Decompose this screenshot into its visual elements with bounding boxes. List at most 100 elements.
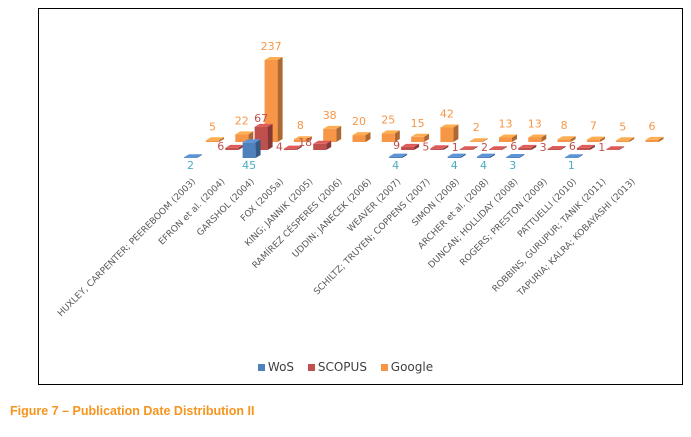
bar-wos [506,156,520,158]
legend-item-scopus: SCOPUS [307,360,367,374]
bar-side-scopus [443,145,449,150]
legend-item-google: Google [380,360,433,374]
bar-scopus [576,147,590,150]
bar-side-scopus [560,145,566,150]
data-label: 8 [297,119,304,132]
legend-swatch-google [380,364,388,371]
bar-side-google [453,124,459,142]
bar-google [586,139,600,142]
bar-scopus [606,149,620,150]
data-label: 4 [392,159,399,172]
bar-top-google [557,136,576,140]
data-label: 1 [568,159,575,172]
bar-side-google [336,125,342,142]
bar-google [293,139,307,142]
bar-side-wos [490,153,495,158]
bar-side-google [658,136,664,142]
data-label: 13 [499,118,513,131]
bar-google [645,139,659,142]
data-label: 2 [187,159,194,172]
bar-google [235,134,249,142]
bar-side-google [570,136,576,142]
bar-top-wos [564,154,583,158]
bar-top-scopus [225,144,244,148]
data-label: 45 [242,159,256,172]
bar-side-google [365,132,371,142]
bar-side-wos [402,153,408,158]
bar-side-google [629,137,635,142]
bar-side-google [248,131,254,142]
bar-google [411,136,425,142]
data-label: 2 [473,121,480,134]
category-label: HUXLEY, CARPENTER; PEEREBOOM (2003) [56,177,198,319]
bar-top-google [381,130,400,134]
data-label: 1 [598,141,605,154]
legend-label: SCOPUS [317,360,367,374]
bar-side-google [599,136,605,142]
bar-google [616,140,630,142]
bar-side-scopus [414,143,420,150]
bar-scopus [459,149,473,150]
bar-top-scopus [547,145,566,149]
bar-side-scopus [531,144,537,150]
data-label: 6 [569,140,576,153]
legend-swatch-wos [257,364,265,371]
bar-side-scopus [589,144,595,150]
bar-side-scopus [238,144,244,150]
bar-top-wos [389,153,408,157]
bar-side-scopus [267,123,273,150]
bar-top-google [645,136,664,140]
bar-side-google [482,138,488,142]
bar-top-google [411,133,430,137]
bar-top-google [235,131,254,135]
data-label: 3 [540,141,547,154]
bar-top-scopus [283,145,302,149]
data-label: 13 [528,118,542,131]
bar-side-google [219,137,224,142]
data-label: 5 [422,140,429,153]
data-label: 237 [261,40,282,53]
bar-top-scopus [430,145,449,149]
bar-google [499,137,512,142]
bar-top-scopus [313,140,332,144]
data-label: 15 [411,117,425,130]
bar-top-google [616,137,635,141]
data-label: 5 [619,120,626,133]
data-label: 25 [381,113,395,126]
bar-top-google [206,137,224,141]
data-label: 18 [298,136,312,149]
data-label: 2 [481,141,488,154]
legend: WoS SCOPUS Google [0,360,691,374]
data-label: 6 [217,140,224,153]
bar-top-wos [477,153,495,157]
data-label: 20 [352,115,366,128]
bar-top-google [586,136,605,140]
legend-swatch-scopus [307,364,315,371]
legend-label: WoS [267,360,295,374]
bar-side-scopus [619,146,625,150]
bar-scopus [547,148,561,150]
bar-side-wos [577,154,583,158]
bar-google [381,133,395,142]
bar-scopus [430,148,444,150]
data-label: 6 [510,140,517,153]
bar-side-wos [460,153,466,158]
bar-side-google [394,130,400,142]
bar-top-wos [242,139,261,143]
data-label: 9 [393,139,400,152]
bar-side-google [306,136,312,142]
bar-top-google [293,136,312,140]
bar-top-google [352,132,371,136]
bar-side-scopus [502,146,507,150]
bar-top-google [469,138,488,142]
bar-side-google [424,133,430,142]
bar-top-scopus [254,123,273,127]
legend-item-wos: WoS [257,360,295,374]
bar-google [206,140,219,142]
figure-caption: Figure 7 – Publication Date Distribution… [10,404,255,418]
bar-side-google [512,134,517,142]
data-label: 38 [323,109,337,122]
data-label: 4 [480,159,487,172]
bar-google [469,141,483,142]
bar-side-wos [519,153,525,158]
